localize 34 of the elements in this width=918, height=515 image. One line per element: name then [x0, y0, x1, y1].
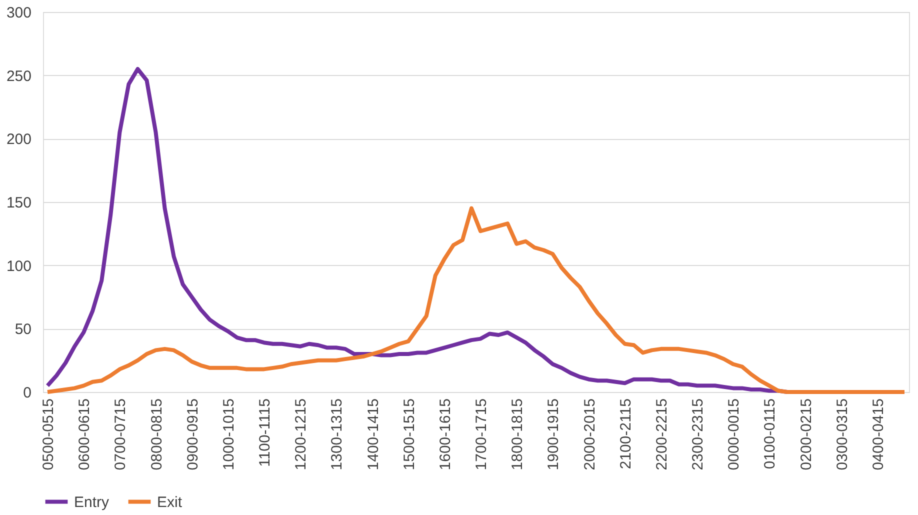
x-tick-label: 1000-1015 [220, 398, 238, 470]
x-tick-label: 1500-1515 [400, 398, 418, 470]
x-tick-label: 2200-2215 [653, 398, 670, 470]
x-tick-label: 2000-2015 [581, 398, 598, 470]
x-tick-label: 1900-1915 [545, 398, 562, 470]
x-tick-label: 1600-1615 [436, 398, 454, 470]
x-tick-label: 1100-1115 [256, 398, 274, 467]
x-tick-label: 0200-0215 [798, 398, 815, 470]
x-tick-label: 0900-0915 [184, 398, 202, 470]
x-tick-label: 0800-0815 [148, 398, 166, 470]
x-tick-label: 1800-1815 [509, 398, 526, 470]
x-tick-label: 1300-1315 [328, 398, 346, 470]
legend-label: Entry [74, 494, 110, 511]
y-tick-label: 100 [6, 258, 32, 275]
y-tick-label: 0 [23, 384, 32, 402]
x-tick-label: 0600-0615 [76, 398, 94, 470]
x-tick-label: 0400-0415 [870, 398, 887, 470]
y-tick-label: 300 [6, 4, 32, 22]
y-tick-label: 250 [6, 68, 32, 85]
legend-label: Exit [157, 494, 183, 511]
x-tick-label: 0700-0715 [112, 398, 130, 470]
x-tick-label: 2300-2315 [690, 398, 707, 470]
x-tick-label: 2100-2115 [617, 398, 634, 470]
x-tick-label: 0100-0115 [762, 398, 779, 470]
x-tick-label: 1400-1415 [364, 398, 382, 470]
line-series [46, 206, 906, 394]
y-tick-label: 200 [6, 131, 32, 148]
y-tick-label: 150 [6, 194, 32, 212]
x-tick-label: 0500-0515 [40, 398, 58, 470]
y-tick-label: 50 [14, 321, 32, 338]
x-tick-label: 0300-0315 [834, 398, 851, 470]
x-tick-label: 0000-0015 [726, 398, 743, 470]
x-tick-label: 1700-1715 [473, 398, 490, 470]
x-tick-label: 1200-1215 [292, 398, 310, 470]
